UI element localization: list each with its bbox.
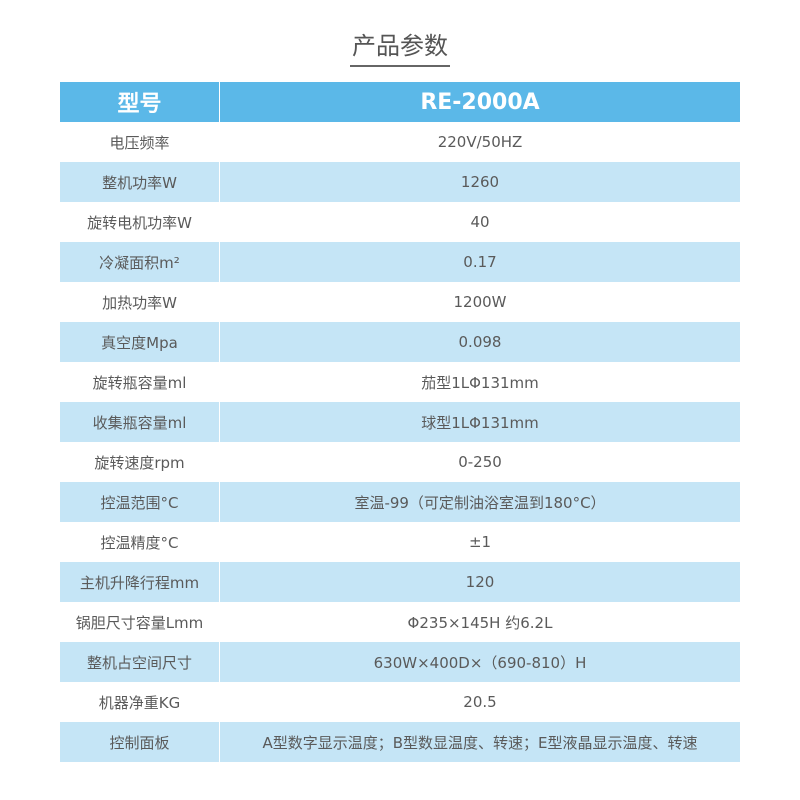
spec-value: 茄型1LΦ131mm xyxy=(421,373,539,392)
spec-key: 真空度Mpa xyxy=(60,322,220,362)
spec-value: 0.098 xyxy=(219,322,740,362)
table-row: 主机升降行程mm 120 xyxy=(60,562,740,602)
spec-value: 630W×400D×（690-810）H xyxy=(219,642,740,682)
spec-value: 1260 xyxy=(219,162,740,202)
table-row: 冷凝面积m² 0.17 xyxy=(60,242,740,282)
spec-key: 整机占空间尺寸 xyxy=(60,642,220,682)
spec-key: 电压频率 xyxy=(60,122,220,162)
table-row: 收集瓶容量ml 球型1LΦ131mm xyxy=(60,402,740,442)
table-row: 整机功率W 1260 xyxy=(60,162,740,202)
spec-value: 0.17 xyxy=(219,242,740,282)
spec-value: Φ235×145H 约6.2L xyxy=(407,613,553,632)
spec-key: 控温精度°C xyxy=(60,522,220,562)
spec-key: 控温范围°C xyxy=(60,482,220,522)
table-row: 整机占空间尺寸 630W×400D×（690-810）H xyxy=(60,642,740,682)
table-row: 旋转瓶容量ml 茄型1LΦ131mm xyxy=(60,362,740,402)
table-row: 控温范围°C 室温-99（可定制油浴室温到180°C） xyxy=(60,482,740,522)
spec-value: 220V/50HZ xyxy=(437,133,523,151)
spec-key: 加热功率W xyxy=(60,282,220,322)
spec-key: 整机功率W xyxy=(60,162,220,202)
spec-value: A型数字显示温度；B型数显温度、转速；E型液晶显示温度、转速 xyxy=(219,722,740,762)
table-row: 机器净重KG 20.5 xyxy=(60,682,740,722)
spec-value: 40 xyxy=(470,213,490,231)
spec-value: 20.5 xyxy=(463,693,497,711)
spec-key: 锅胆尺寸容量Lmm xyxy=(60,602,220,642)
table-row: 电压频率 220V/50HZ xyxy=(60,122,740,162)
table-row: 真空度Mpa 0.098 xyxy=(60,322,740,362)
table-row: 控温精度°C ±1 xyxy=(60,522,740,562)
table-row: 锅胆尺寸容量Lmm Φ235×145H 约6.2L xyxy=(60,602,740,642)
spec-key: 旋转速度rpm xyxy=(60,442,220,482)
spec-key: 收集瓶容量ml xyxy=(60,402,220,442)
table-row: 旋转速度rpm 0-250 xyxy=(60,442,740,482)
spec-value: 120 xyxy=(219,562,740,602)
spec-key: 旋转电机功率W xyxy=(60,202,220,242)
spec-key: 控制面板 xyxy=(60,722,220,762)
spec-key: 冷凝面积m² xyxy=(60,242,220,282)
spec-key: 主机升降行程mm xyxy=(60,562,220,602)
table-row: 旋转电机功率W 40 xyxy=(60,202,740,242)
spec-value: ±1 xyxy=(468,533,492,551)
table-row: 加热功率W 1200W xyxy=(60,282,740,322)
spec-value: 0-250 xyxy=(458,453,502,471)
spec-key: 旋转瓶容量ml xyxy=(60,362,220,402)
table-row: 控制面板 A型数字显示温度；B型数显温度、转速；E型液晶显示温度、转速 xyxy=(60,722,740,762)
spec-table: 型号 RE-2000A 电压频率 220V/50HZ 整机功率W 1260 旋转电机功率… xyxy=(60,82,740,762)
header-key: 型号 xyxy=(60,82,220,122)
page-title: 产品参数 xyxy=(0,26,800,67)
spec-value: 球型1LΦ131mm xyxy=(219,402,740,442)
table-header-row: 型号 RE-2000A xyxy=(60,82,740,122)
spec-value: 1200W xyxy=(453,293,507,311)
spec-value: 室温-99（可定制油浴室温到180°C） xyxy=(219,482,740,522)
spec-key: 机器净重KG xyxy=(60,682,220,722)
header-value: RE-2000A xyxy=(219,82,740,122)
